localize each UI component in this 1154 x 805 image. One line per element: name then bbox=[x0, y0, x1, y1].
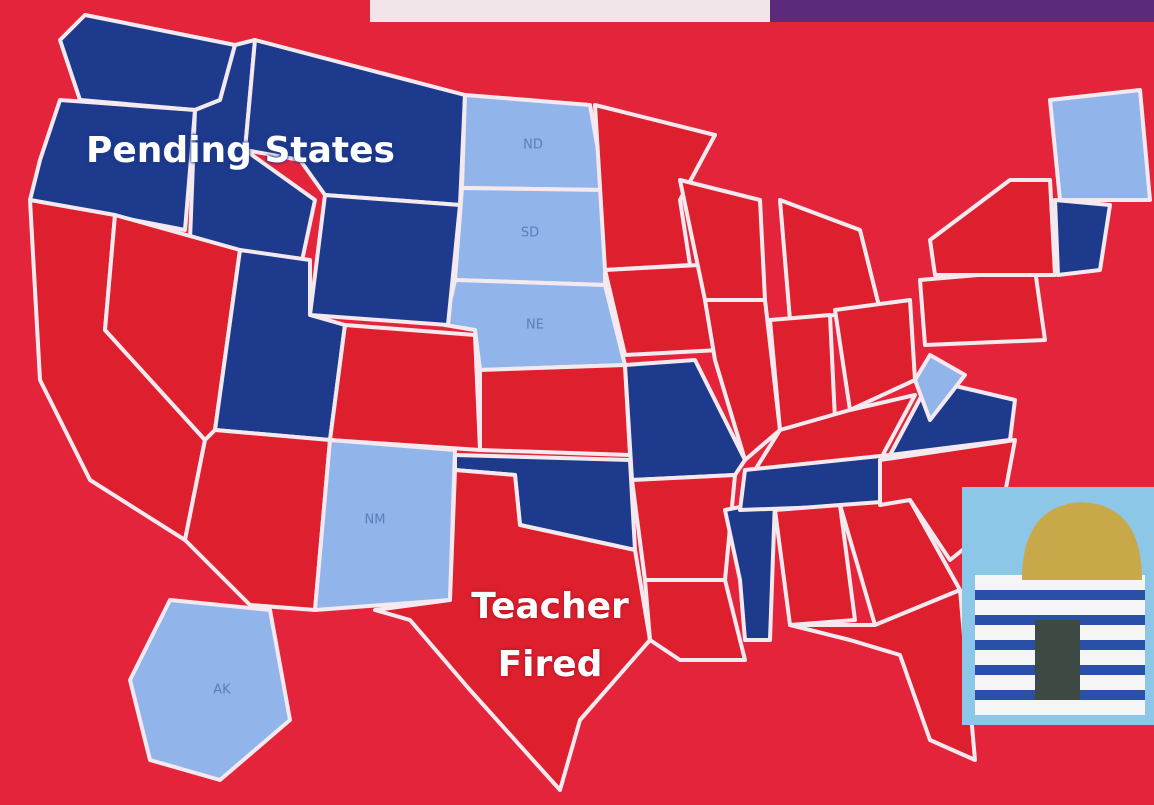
state-abbreviation: NM bbox=[365, 513, 386, 528]
states bbox=[28, 13, 1152, 792]
state-abbreviation: NE bbox=[526, 318, 544, 333]
state-abbreviation: AK bbox=[213, 683, 231, 698]
fired-label: Teacher Fired bbox=[471, 586, 629, 685]
top-strip-light bbox=[370, 0, 770, 22]
building-photo bbox=[962, 487, 1154, 725]
pending-label: Pending States bbox=[86, 130, 395, 171]
state-abbreviation: ND bbox=[523, 138, 543, 153]
state-abbreviation: SD bbox=[521, 226, 539, 241]
